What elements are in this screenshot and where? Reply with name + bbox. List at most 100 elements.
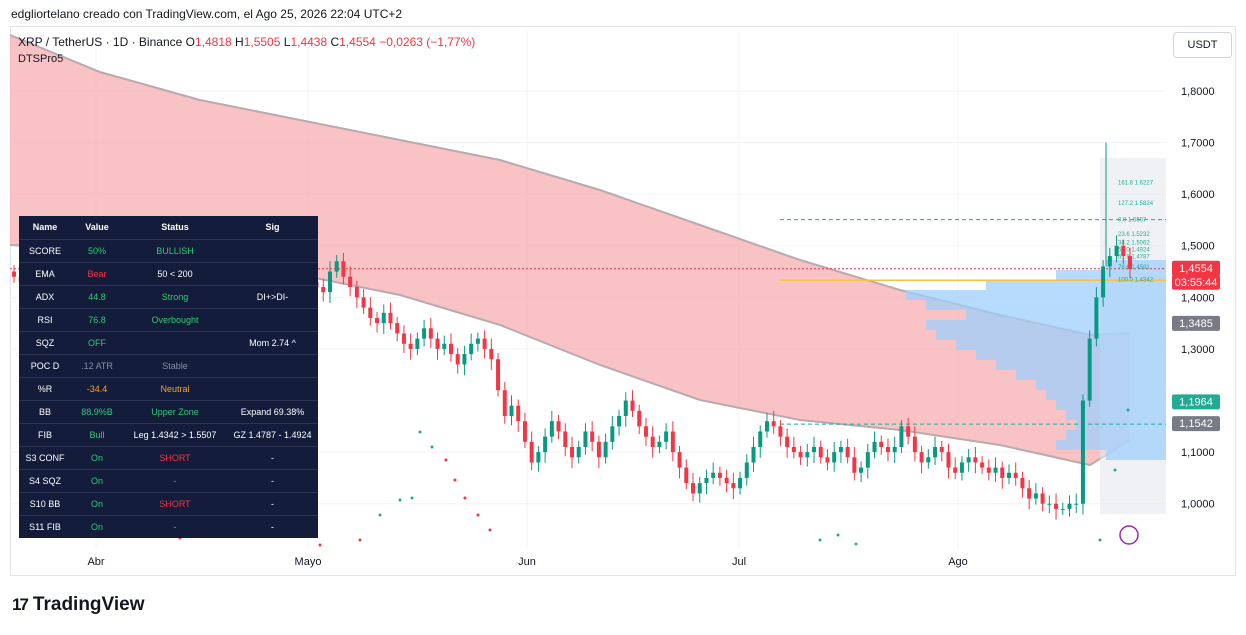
candle-down xyxy=(1040,493,1045,504)
dashboard-cell xyxy=(227,378,318,401)
profile-bar xyxy=(1056,270,1166,280)
dashboard-cell: 50 < 200 xyxy=(157,269,193,279)
candle-down xyxy=(684,467,689,484)
candle-down xyxy=(791,446,796,453)
dashboard-cell: On xyxy=(90,522,103,532)
profile-bar xyxy=(966,310,1166,320)
candle-down xyxy=(516,405,521,422)
candle-down xyxy=(670,431,675,453)
currency-button[interactable]: USDT xyxy=(1173,32,1232,58)
candle-up xyxy=(933,446,938,458)
close-value: 1,4554 xyxy=(339,35,376,49)
sar-dot xyxy=(1113,468,1117,472)
volume-profile xyxy=(906,158,1166,514)
dashboard-cell: Neutral xyxy=(160,384,190,394)
dashboard-cell: FIB xyxy=(37,430,52,440)
candle-down xyxy=(980,462,985,468)
dashboard-row: %R -34.4 Neutral xyxy=(19,377,318,401)
candle-down xyxy=(1027,488,1032,499)
dashboard-cell: SCORE xyxy=(28,246,61,256)
candle-up xyxy=(758,431,763,447)
candle-down xyxy=(455,354,460,365)
fib-label: 100.0 1.4342 xyxy=(1118,278,1154,284)
chart-frame[interactable] xyxy=(10,26,1236,576)
candle-up xyxy=(993,467,998,473)
candle-down xyxy=(1020,477,1025,489)
candle-down xyxy=(596,441,601,458)
dashboard-cell: - xyxy=(271,522,274,532)
candle-up xyxy=(805,452,810,458)
tradingview-logo[interactable]: 17 TradingView xyxy=(12,594,145,616)
profile-bar xyxy=(1036,380,1166,390)
sar-dot xyxy=(418,430,422,434)
price-badge-label: 1,4554 xyxy=(1179,263,1213,275)
dashboard-cell: S3 CONF xyxy=(25,453,65,463)
candle-up xyxy=(744,462,749,478)
candle-down xyxy=(939,446,944,453)
candle-down xyxy=(1000,467,1005,478)
candle-down xyxy=(912,436,917,453)
high-label: H xyxy=(235,35,244,49)
candle-down xyxy=(388,312,393,324)
profile-bar xyxy=(1066,430,1166,440)
indicator-dashboard: Name Value Status Sig SCORE 50% BULLISH EMA Bear… xyxy=(19,216,318,538)
dashboard-cell: DI+>DI- xyxy=(256,292,289,302)
dashboard-row: RSI 76.8 Overbought xyxy=(19,308,318,332)
fib-label: 50.0 1.4924 xyxy=(1118,248,1150,254)
dashboard-cell: EMA xyxy=(35,269,55,279)
profile-bar xyxy=(906,290,1166,300)
ema-cloud-band xyxy=(10,35,1130,465)
indicator-name[interactable]: DTSPro5 xyxy=(18,53,64,65)
price-badge-label: 1,1542 xyxy=(1179,418,1213,430)
candle-up xyxy=(1087,338,1092,401)
candle-up xyxy=(1060,508,1065,510)
dashboard-cell xyxy=(227,355,318,378)
dashboard-cell: Status xyxy=(161,222,189,232)
dashboard-row: SQZ OFF Mom 2.74 ^ xyxy=(19,331,318,355)
dashboard-cell: Upper Zone xyxy=(151,407,199,417)
dashboard-cell: - xyxy=(173,476,177,486)
candle-down xyxy=(650,436,655,447)
dashboard-cell: 44.8 xyxy=(88,292,106,302)
candle-down xyxy=(12,271,16,277)
candle-down xyxy=(1121,245,1126,257)
fib-label: 161.8 1.6227 xyxy=(1118,180,1154,186)
candle-down xyxy=(717,472,722,478)
candle-down xyxy=(570,446,574,458)
candle-down xyxy=(448,343,453,355)
candle-up xyxy=(1107,256,1112,267)
dashboard-cell: Expand 69.38% xyxy=(240,407,305,417)
dashboard-cell: Value xyxy=(85,222,109,232)
dashboard-cell: - xyxy=(271,476,274,486)
candle-down xyxy=(348,276,353,288)
sar-dot xyxy=(358,538,362,542)
dashboard-cell: SQZ xyxy=(35,338,55,348)
price-badge xyxy=(1172,260,1220,276)
sar-dot xyxy=(836,533,840,537)
candle-down xyxy=(885,446,890,453)
dashboard-cell: Leg 1.4342 > 1.5507 xyxy=(133,430,217,440)
candle-down xyxy=(341,261,346,277)
dashboard-cell: Strong xyxy=(161,292,189,302)
candle-down xyxy=(973,457,978,463)
dashboard-cell: OFF xyxy=(88,338,106,348)
candle-down xyxy=(428,328,433,339)
candle-down xyxy=(401,333,406,344)
candle-up xyxy=(892,446,897,453)
sar-dot xyxy=(463,496,467,500)
candle-down xyxy=(482,338,487,349)
symbol-name[interactable]: XRP / TetherUS · 1D · Binance xyxy=(18,35,183,49)
fib-label: 127.2 1.5824 xyxy=(1118,201,1154,207)
candle-up xyxy=(381,312,386,324)
price-tick-label: 1,0000 xyxy=(1181,499,1215,511)
dashboard-cell: GZ 1.4787 - 1.4924 xyxy=(233,430,312,440)
symbol-legend[interactable]: XRP / TetherUS · 1D · Binance O1,4818 H1… xyxy=(18,35,475,49)
dashboard-cell: S4 SQZ xyxy=(28,476,61,486)
candle-down xyxy=(798,452,803,458)
candle-up xyxy=(764,421,769,432)
candle-up xyxy=(1101,266,1106,298)
watermark-line: edgliortelano creado con TradingView.com… xyxy=(11,7,403,21)
sar-dot xyxy=(318,543,322,547)
candle-down xyxy=(1128,256,1132,269)
